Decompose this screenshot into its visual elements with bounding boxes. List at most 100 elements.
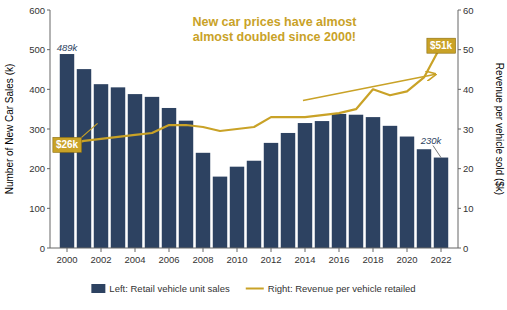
y-tick <box>47 129 50 130</box>
bar <box>179 121 193 248</box>
legend: Left: Retail vehicle unit sales Right: Re… <box>91 283 415 294</box>
y2-tick-label: 40 <box>463 84 474 95</box>
price-annotation: $26k <box>53 137 82 152</box>
y-tick-label: 300 <box>29 124 45 135</box>
y2-tick-label: 0 <box>463 243 468 254</box>
x-tick-label: 2004 <box>124 254 145 265</box>
leader-line <box>433 146 441 158</box>
leader-line <box>82 123 98 137</box>
x-tick-label: 2012 <box>260 254 281 265</box>
bar <box>315 121 329 248</box>
background <box>0 0 507 310</box>
bar <box>298 123 312 248</box>
x-tick-label: 2014 <box>294 254 315 265</box>
x-tick <box>339 248 340 252</box>
legend-label: Right: Revenue per vehicle retailed <box>268 283 416 294</box>
price-box <box>53 137 82 152</box>
bar <box>332 114 346 248</box>
x-tick-label: 2016 <box>328 254 349 265</box>
y2-tick <box>458 248 461 249</box>
price-annotation: $51k <box>427 38 456 53</box>
chart: 2000200220042006200820102012201420162018… <box>0 0 507 310</box>
y-tick-label: 200 <box>29 163 45 174</box>
x-tick-label: 2018 <box>362 254 383 265</box>
x-tick-label: 2020 <box>396 254 417 265</box>
price-box <box>427 38 456 53</box>
x-tick-label: 2008 <box>192 254 213 265</box>
y-tick <box>47 248 50 249</box>
bar <box>366 117 380 248</box>
y2-tick <box>458 89 461 90</box>
y2-tick-label: 30 <box>463 124 474 135</box>
title-line: New car prices have almost <box>192 15 357 29</box>
y-tick-label: 100 <box>29 203 45 214</box>
bar <box>349 115 363 248</box>
bar-annotation: 230k <box>420 135 443 146</box>
x-tick <box>101 248 102 252</box>
bar <box>247 161 261 248</box>
bar <box>145 97 159 248</box>
y-tick-label: 500 <box>29 44 45 55</box>
legend-swatch <box>246 288 264 290</box>
y2-tick-label: 50 <box>463 44 474 55</box>
y2-tick <box>458 129 461 130</box>
x-tick <box>135 248 136 252</box>
y2-tick-label: 20 <box>463 163 474 174</box>
y2-tick <box>458 10 461 11</box>
y-tick-label: 0 <box>40 243 45 254</box>
bar <box>94 84 108 248</box>
x-tick <box>67 248 68 252</box>
bar <box>281 133 295 248</box>
arrow <box>303 74 436 100</box>
y-tick <box>47 49 50 50</box>
x-tick <box>237 248 238 252</box>
x-tick <box>169 248 170 252</box>
x-tick-label: 2000 <box>56 254 77 265</box>
bar <box>417 149 431 248</box>
y-axis-label: Number of New Car Sales (k) <box>4 64 15 195</box>
bar <box>213 177 227 248</box>
bar <box>162 108 176 248</box>
title-line: almost doubled since 2000! <box>193 30 356 44</box>
price-label: $26k <box>56 139 79 150</box>
bar <box>77 69 91 248</box>
x-tick <box>373 248 374 252</box>
x-tick-label: 2002 <box>90 254 111 265</box>
plot-area <box>60 46 448 248</box>
legend-label: Left: Retail vehicle unit sales <box>109 283 230 294</box>
legend-swatch <box>91 284 105 293</box>
bar <box>196 153 210 248</box>
y2-tick-label: 10 <box>463 203 474 214</box>
y-tick <box>47 208 50 209</box>
x-tick-label: 2022 <box>430 254 451 265</box>
x-axis-line <box>50 248 458 249</box>
x-tick <box>271 248 272 252</box>
y-tick <box>47 168 50 169</box>
y2-tick-label: 60 <box>463 5 474 16</box>
y-tick-label: 600 <box>29 5 45 16</box>
y-tick-label: 400 <box>29 84 45 95</box>
x-tick <box>203 248 204 252</box>
bar <box>111 87 125 248</box>
line <box>67 46 441 145</box>
x-tick-label: 2010 <box>226 254 247 265</box>
bar <box>264 143 278 248</box>
bar <box>128 94 142 248</box>
bar <box>230 167 244 248</box>
y2-tick <box>458 208 461 209</box>
y-tick <box>47 10 50 11</box>
bar <box>383 126 397 248</box>
price-label: $51k <box>430 40 453 51</box>
legend-item: Right: Revenue per vehicle retailed <box>246 283 416 294</box>
bar <box>434 158 448 248</box>
bar-annotation: 489k <box>57 42 79 53</box>
y2-tick <box>458 49 461 50</box>
x-tick-label: 2006 <box>158 254 179 265</box>
y2-axis-label: Revenue per vehicle sold ($k) <box>494 63 505 195</box>
x-tick <box>407 248 408 252</box>
title: New car prices have almostalmost doubled… <box>192 15 357 44</box>
y2-tick <box>458 168 461 169</box>
x-tick <box>305 248 306 252</box>
legend-item: Left: Retail vehicle unit sales <box>91 283 230 294</box>
y-tick <box>47 89 50 90</box>
